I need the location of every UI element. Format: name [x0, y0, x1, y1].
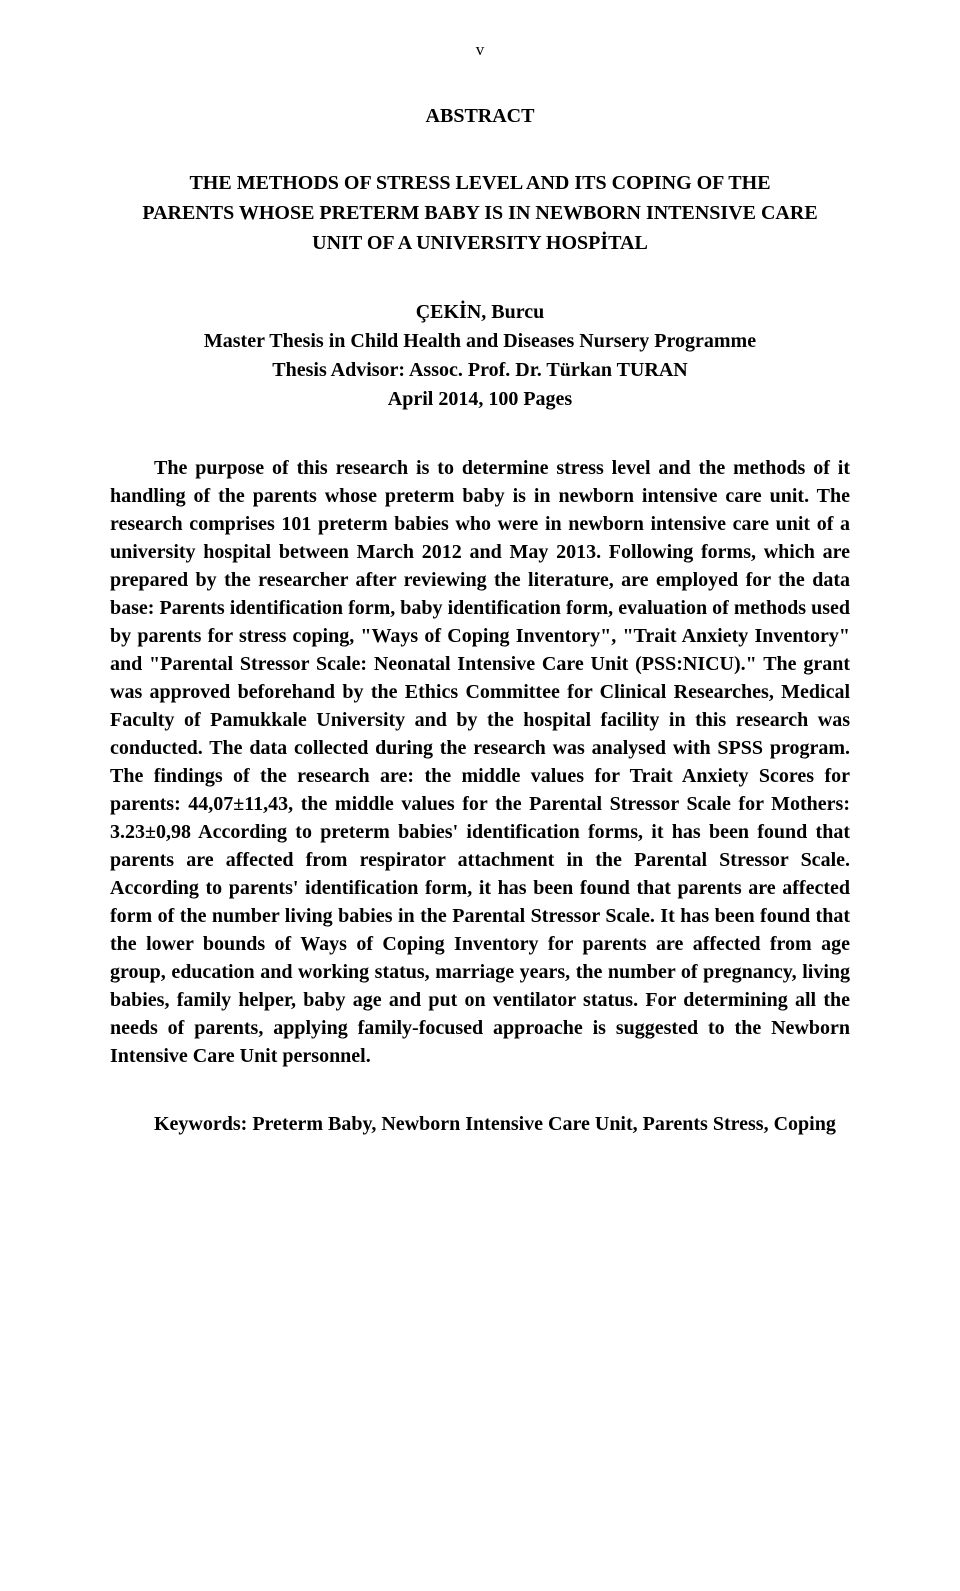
thesis-advisor: Thesis Advisor: Assoc. Prof. Dr. Türkan …	[272, 359, 687, 381]
title-line-3: UNIT OF A UNIVERSITY HOSPİTAL	[312, 232, 648, 254]
author-name: ÇEKİN, Burcu	[416, 301, 545, 323]
thesis-programme: Master Thesis in Child Health and Diseas…	[204, 330, 756, 352]
author-block: ÇEKİN, Burcu Master Thesis in Child Heal…	[110, 298, 850, 414]
document-title: THE METHODS OF STRESS LEVEL AND ITS COPI…	[110, 168, 850, 258]
abstract-label: ABSTRACT	[110, 105, 850, 128]
page-number: v	[110, 40, 850, 60]
abstract-body: The purpose of this research is to deter…	[110, 454, 850, 1070]
title-line-2: PARENTS WHOSE PRETERM BABY IS IN NEWBORN…	[142, 202, 817, 224]
keywords: Keywords: Preterm Baby, Newborn Intensiv…	[110, 1110, 850, 1138]
thesis-date-pages: April 2014, 100 Pages	[388, 388, 572, 410]
title-line-1: THE METHODS OF STRESS LEVEL AND ITS COPI…	[189, 172, 770, 194]
